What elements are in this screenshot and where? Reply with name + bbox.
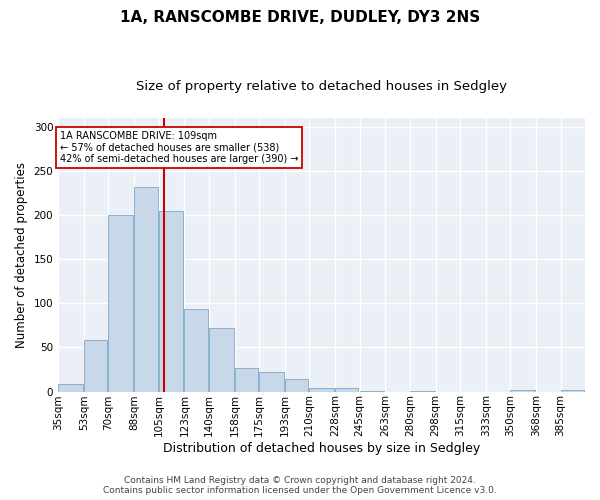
Bar — [560, 390, 584, 392]
Bar — [235, 368, 258, 392]
Bar — [109, 215, 133, 392]
Bar — [359, 390, 385, 392]
Title: Size of property relative to detached houses in Sedgley: Size of property relative to detached ho… — [136, 80, 507, 93]
Bar — [158, 212, 184, 392]
Text: 1A RANSCOMBE DRIVE: 109sqm
← 57% of detached houses are smaller (538)
42% of sem: 1A RANSCOMBE DRIVE: 109sqm ← 57% of deta… — [59, 131, 298, 164]
Bar — [511, 390, 535, 392]
Bar — [335, 388, 358, 392]
Bar — [410, 390, 434, 392]
Bar — [285, 379, 308, 392]
Bar — [84, 340, 107, 392]
Bar — [184, 308, 208, 392]
Bar — [58, 384, 83, 392]
Bar — [259, 372, 284, 392]
Y-axis label: Number of detached properties: Number of detached properties — [15, 162, 28, 348]
Text: 1A, RANSCOMBE DRIVE, DUDLEY, DY3 2NS: 1A, RANSCOMBE DRIVE, DUDLEY, DY3 2NS — [120, 10, 480, 25]
Text: Contains HM Land Registry data © Crown copyright and database right 2024.
Contai: Contains HM Land Registry data © Crown c… — [103, 476, 497, 495]
Bar — [134, 186, 158, 392]
Bar — [209, 328, 233, 392]
Bar — [310, 388, 334, 392]
X-axis label: Distribution of detached houses by size in Sedgley: Distribution of detached houses by size … — [163, 442, 480, 455]
